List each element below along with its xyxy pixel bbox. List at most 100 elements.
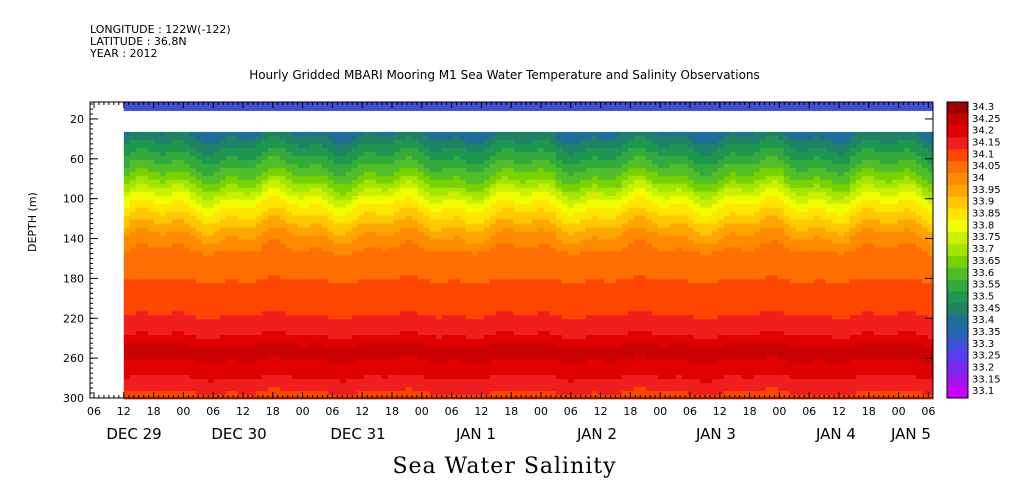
salinity-cell	[189, 219, 197, 225]
salinity-cell	[267, 183, 275, 189]
salinity-cell	[303, 339, 311, 344]
salinity-cell	[249, 155, 257, 161]
salinity-cell	[507, 203, 515, 209]
salinity-cell	[513, 215, 521, 221]
salinity-cell	[555, 351, 563, 356]
salinity-cell	[219, 235, 227, 241]
salinity-cell	[309, 359, 317, 364]
salinity-cell	[333, 251, 341, 256]
salinity-cell	[333, 351, 341, 356]
salinity-cell	[261, 179, 269, 185]
salinity-cell	[453, 247, 461, 252]
salinity-cell	[363, 215, 371, 221]
salinity-cell	[177, 251, 185, 256]
salinity-cell	[279, 147, 287, 153]
salinity-cell	[231, 279, 239, 284]
salinity-cell	[249, 375, 257, 380]
salinity-cell	[297, 163, 305, 169]
salinity-cell	[213, 379, 221, 384]
salinity-cell	[285, 359, 293, 364]
salinity-cell	[537, 155, 545, 161]
salinity-cell	[225, 395, 233, 400]
salinity-cell	[549, 307, 557, 312]
salinity-cell	[195, 247, 203, 252]
salinity-cell	[141, 175, 149, 181]
salinity-cell	[225, 247, 233, 252]
salinity-cell	[153, 139, 161, 145]
salinity-cell	[249, 247, 257, 252]
salinity-cell	[549, 319, 557, 324]
salinity-cell	[423, 331, 431, 336]
salinity-cell	[249, 355, 257, 360]
salinity-cell	[309, 267, 317, 272]
salinity-cell	[171, 155, 179, 161]
salinity-cell	[429, 371, 437, 376]
salinity-cell	[411, 263, 419, 268]
salinity-cell	[201, 139, 209, 145]
salinity-cell	[147, 151, 155, 157]
salinity-cell	[279, 307, 287, 312]
salinity-cell	[231, 351, 239, 356]
salinity-cell	[129, 243, 137, 249]
salinity-cell	[183, 363, 191, 368]
salinity-cell	[429, 211, 437, 217]
salinity-cell	[123, 331, 131, 336]
salinity-cell	[147, 291, 155, 296]
salinity-cell	[333, 331, 341, 336]
salinity-cell	[423, 363, 431, 368]
salinity-cell	[291, 367, 299, 372]
salinity-cell	[147, 187, 155, 193]
salinity-cell	[489, 359, 497, 364]
salinity-cell	[561, 191, 569, 197]
salinity-cell	[345, 371, 353, 376]
salinity-cell	[141, 359, 149, 364]
salinity-cell	[453, 191, 461, 197]
salinity-cell	[177, 243, 185, 249]
salinity-cell	[291, 299, 299, 304]
salinity-cell	[489, 215, 497, 221]
salinity-cell	[471, 251, 479, 256]
salinity-cell	[249, 163, 257, 169]
salinity-cell	[555, 303, 563, 308]
salinity-cell	[219, 175, 227, 181]
salinity-cell	[525, 363, 533, 368]
salinity-cell	[267, 379, 275, 384]
salinity-cell	[513, 379, 521, 384]
salinity-cell	[405, 295, 413, 300]
salinity-cell	[417, 363, 425, 368]
salinity-cell	[171, 223, 179, 229]
salinity-cell	[405, 263, 413, 268]
salinity-cell	[537, 367, 545, 372]
salinity-cell	[555, 199, 563, 205]
salinity-cell	[171, 239, 179, 245]
salinity-cell	[393, 135, 401, 141]
salinity-cell	[327, 155, 335, 161]
salinity-cell	[255, 295, 263, 300]
salinity-cell	[315, 347, 323, 352]
salinity-cell	[315, 131, 323, 137]
salinity-cell	[357, 171, 365, 177]
salinity-cell	[501, 251, 509, 256]
salinity-cell	[321, 335, 329, 340]
salinity-cell	[417, 375, 425, 380]
salinity-cell	[381, 155, 389, 161]
salinity-cell	[543, 187, 551, 193]
salinity-cell	[123, 227, 131, 233]
salinity-cell	[219, 295, 227, 300]
salinity-cell	[189, 239, 197, 245]
salinity-cell	[135, 155, 143, 161]
salinity-cell	[267, 135, 275, 141]
salinity-cell	[159, 303, 167, 308]
salinity-cell	[153, 291, 161, 296]
salinity-cell	[207, 303, 215, 308]
salinity-cell	[369, 231, 377, 237]
salinity-cell	[459, 167, 467, 173]
salinity-cell	[507, 287, 515, 292]
salinity-cell	[531, 159, 539, 165]
salinity-cell	[123, 383, 131, 388]
salinity-cell	[297, 343, 305, 348]
salinity-cell	[519, 339, 527, 344]
salinity-cell	[543, 247, 551, 252]
salinity-cell	[459, 303, 467, 308]
salinity-cell	[453, 383, 461, 388]
